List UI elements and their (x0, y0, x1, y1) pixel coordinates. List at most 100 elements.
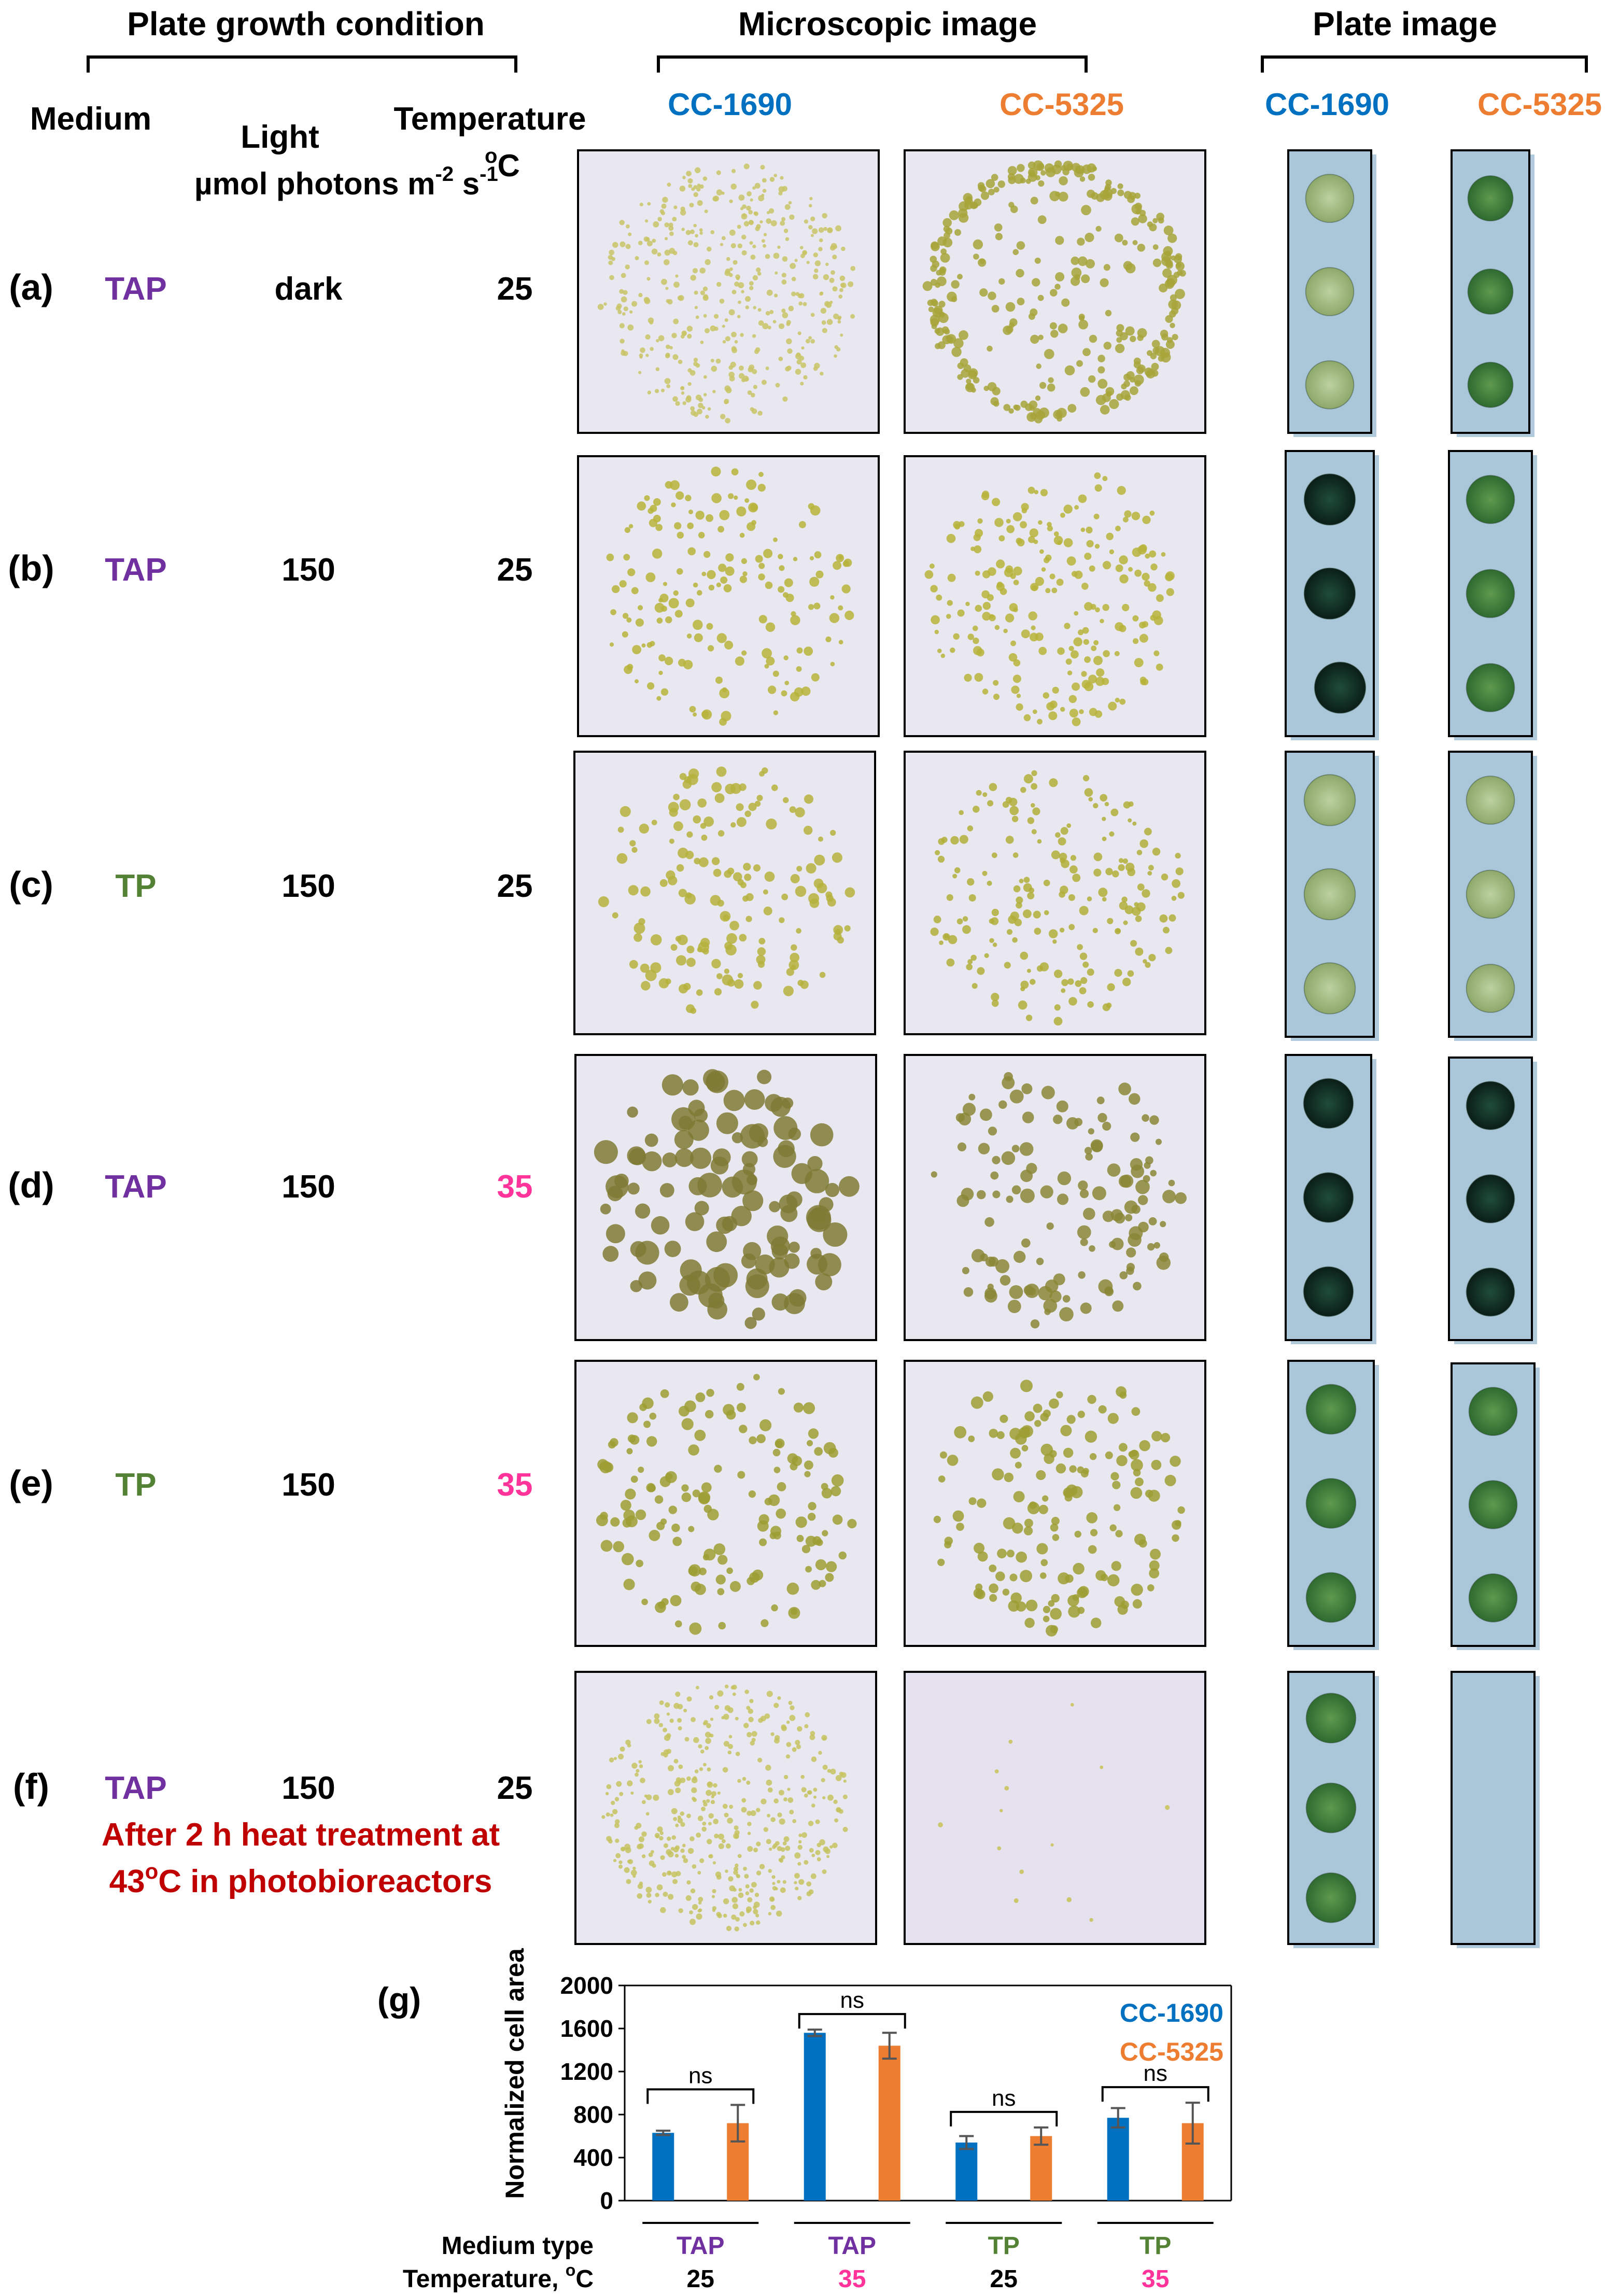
row-temperature: 35 (497, 1467, 533, 1503)
medium-type-label: Medium type (442, 2232, 594, 2260)
light-unit-label: µmol photons m-2 s-1 (194, 163, 498, 201)
row-temperature: 35 (497, 1169, 533, 1205)
microscopic-image-e-cc5325 (904, 1360, 1206, 1647)
plate-growth-bracket (87, 55, 517, 73)
row-label: (c) (9, 864, 53, 905)
significance-label: ns (840, 1988, 864, 2013)
microscopic-image-e-cc1690 (574, 1360, 877, 1647)
group-medium-label: TAP (828, 2232, 876, 2260)
heat-treatment-note-line2: 43oC in photobioreactors (109, 1859, 492, 1899)
group-medium-label: TP (988, 2232, 1020, 2260)
row-medium: TAP (105, 552, 166, 588)
heat-treatment-note-line1: After 2 h heat treatment at (102, 1817, 500, 1853)
microscopic-image-b-cc1690 (577, 455, 880, 737)
row-label: (f) (13, 1766, 49, 1807)
microscopic-header: Microscopic image (738, 5, 1037, 43)
temperature-unit-label: oC (485, 145, 520, 183)
significance-label: ns (688, 2063, 712, 2088)
plate-strain-cc5325: CC-5325 (1477, 87, 1602, 122)
plate-image-c-cc1690 (1285, 751, 1379, 1041)
microscopic-image-c-cc1690 (573, 751, 876, 1035)
row-light: 150 (281, 552, 335, 588)
micro-strain-cc1690: CC-1690 (668, 87, 792, 122)
significance-bracket (798, 2013, 906, 2029)
bar-cc-1690-3 (1107, 2118, 1129, 2201)
condition-rows: (a) TAP dark 25 (b) TAP 150 25 (c) TP 150 25 (d) TAP 1… (8, 267, 532, 1807)
row-medium: TAP (105, 1169, 166, 1205)
microscopic-image-b-cc5325 (904, 455, 1206, 737)
group-temp-label: 35 (1142, 2265, 1169, 2293)
plate-image-b-cc1690 (1285, 450, 1379, 740)
y-tick-label: 1600 (560, 2015, 613, 2042)
plate-images (1285, 149, 1540, 1948)
significance-bracket (1101, 2086, 1209, 2102)
bar-cc-1690-2 (955, 2142, 978, 2201)
significance-bracket (950, 2110, 1058, 2126)
group-medium-label: TP (1139, 2232, 1171, 2260)
temperature-column-header: Temperature (394, 101, 586, 137)
panel-label-g: (g) (377, 1980, 421, 2019)
microscopic-image-a-cc1690 (577, 149, 880, 434)
group-temp-label: 25 (687, 2265, 714, 2293)
bar-cc-5325-1 (878, 2046, 900, 2201)
row-temperature: 25 (497, 868, 533, 904)
plate-image-e-cc1690 (1287, 1360, 1379, 1650)
row-medium: TP (115, 1467, 156, 1503)
row-label: (d) (8, 1165, 54, 1205)
row-medium: TP (115, 868, 156, 904)
legend-cc-1690: CC-1690 (1120, 1998, 1223, 2027)
plate-image-f-cc1690 (1287, 1671, 1379, 1948)
group-temp-label: 25 (990, 2265, 1018, 2293)
plate-image-f-cc5325 (1451, 1671, 1540, 1948)
temperature-row-label: Temperature, oC (403, 2261, 594, 2293)
row-light: 150 (281, 1169, 335, 1205)
chart-ylabel: Normalized cell area (500, 1948, 529, 2199)
group-medium-label: TAP (677, 2232, 724, 2260)
plate-image-e-cc5325 (1451, 1362, 1540, 1650)
significance-label: ns (1144, 2061, 1167, 2086)
significance-bracket (646, 2088, 755, 2104)
light-column-header: Light (241, 119, 319, 155)
cell-area-bar-chart: 0 400 800 1200 1600 2000 ns TAP 25 ns TAP 35 ns TP 25 n… (403, 1972, 1232, 2293)
y-tick-label: 1200 (560, 2058, 613, 2085)
plate-growth-header: Plate growth condition (127, 5, 485, 43)
legend-cc-5325: CC-5325 (1120, 2037, 1223, 2066)
bar-cc-5325-2 (1030, 2136, 1052, 2201)
plate-image-bracket (1261, 55, 1588, 73)
row-temperature: 25 (497, 1770, 533, 1806)
group-temp-label: 35 (838, 2265, 866, 2293)
row-label: (e) (9, 1463, 53, 1503)
microscopic-image-d-cc5325 (904, 1054, 1206, 1341)
bar-cc-1690-1 (804, 2033, 826, 2201)
plate-image-d-cc5325 (1448, 1057, 1537, 1344)
micro-strain-cc5325: CC-5325 (999, 87, 1124, 122)
row-light: dark (275, 271, 343, 307)
microscopic-image-f-cc1690 (574, 1671, 877, 1945)
plate-image-b-cc5325 (1448, 450, 1537, 740)
plate-image-d-cc1690 (1285, 1054, 1376, 1344)
y-tick-label: 0 (600, 2187, 613, 2214)
plate-image-header: Plate image (1313, 5, 1497, 43)
plate-image-a-cc5325 (1451, 149, 1534, 437)
row-light: 150 (281, 1467, 335, 1503)
significance-label: ns (992, 2086, 1016, 2111)
microscopic-image-f-cc5325 (904, 1671, 1206, 1945)
row-temperature: 25 (497, 271, 533, 307)
plate-image-a-cc1690 (1287, 149, 1376, 437)
microscopic-image-d-cc1690 (574, 1054, 877, 1341)
row-light: 150 (281, 1770, 335, 1806)
microscopic-image-c-cc5325 (904, 751, 1206, 1035)
medium-column-header: Medium (30, 101, 151, 137)
microscopic-images (573, 149, 1206, 1945)
row-medium: TAP (105, 271, 166, 307)
row-label: (b) (8, 548, 54, 588)
bar-cc-1690-0 (652, 2133, 674, 2201)
y-tick-label: 2000 (560, 1972, 613, 1999)
y-tick-label: 400 (573, 2144, 613, 2171)
plate-strain-cc1690: CC-1690 (1265, 87, 1389, 122)
row-temperature: 25 (497, 552, 533, 588)
row-medium: TAP (105, 1770, 166, 1806)
microscopic-bracket (657, 55, 1088, 73)
y-tick-label: 800 (573, 2101, 613, 2128)
